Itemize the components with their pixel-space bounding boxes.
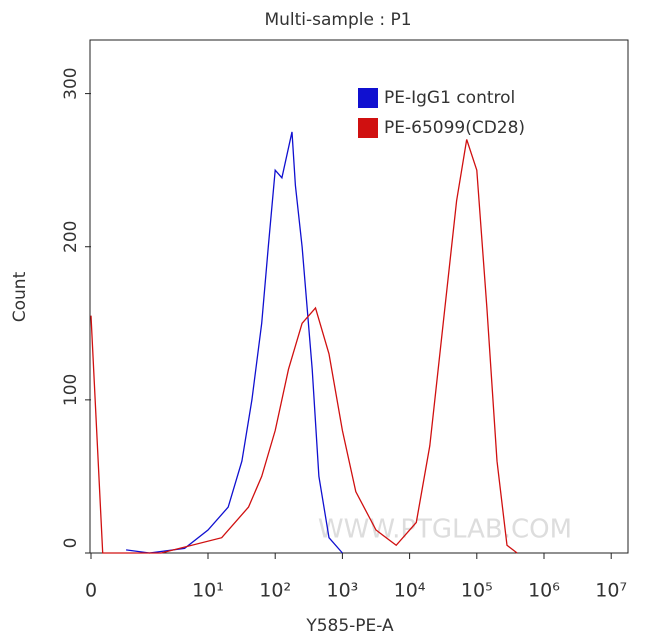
- y-tick-label: 300: [61, 67, 81, 99]
- y-tick-label: 200: [61, 221, 81, 253]
- histogram-line: [90, 139, 518, 554]
- x-tick-label: 10⁵: [461, 580, 493, 602]
- y-tick-label: 100: [61, 374, 81, 406]
- legend-label: PE-65099(CD28): [384, 118, 525, 138]
- x-tick-label: 10³: [327, 580, 359, 602]
- x-tick-label: 10¹: [192, 580, 224, 602]
- x-tick-label: 10²: [259, 580, 291, 602]
- watermark: WWW.PTGLAB.COM: [318, 515, 572, 545]
- legend-swatch: [358, 118, 378, 138]
- y-tick-label: 0: [61, 538, 81, 549]
- legend-label: PE-IgG1 control: [384, 88, 515, 108]
- x-tick-label: 10⁴: [394, 580, 426, 602]
- plot-frame: [89, 39, 629, 554]
- legend-swatch: [358, 88, 378, 108]
- y-axis-label: Count: [10, 271, 30, 322]
- x-tick-label: 10⁶: [528, 580, 560, 602]
- x-tick-label: 10⁷: [595, 580, 627, 602]
- x-tick-label: 0: [85, 580, 97, 602]
- x-axis-label: Y585-PE-A: [305, 616, 394, 636]
- histogram-line: [126, 131, 343, 554]
- chart-title: Multi-sample : P1: [264, 10, 411, 30]
